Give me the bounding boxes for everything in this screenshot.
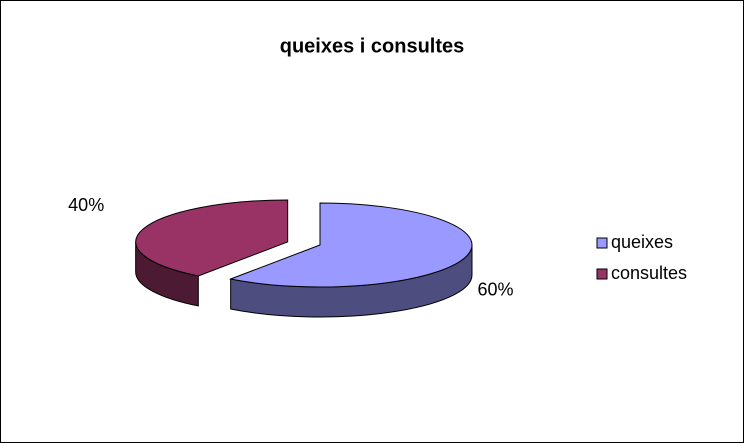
legend-label: consultes [611,263,687,283]
chart-title: queixes i consultes [280,35,465,57]
slice-top [135,199,289,277]
pie-slice [135,199,289,307]
pie-slice [228,202,473,318]
legend-label: queixes [611,232,673,252]
legend-swatch [596,237,608,249]
legend-swatch [596,268,608,280]
data-label: 60% [477,279,513,299]
data-label: 40% [68,195,104,215]
slice-top [228,202,473,288]
